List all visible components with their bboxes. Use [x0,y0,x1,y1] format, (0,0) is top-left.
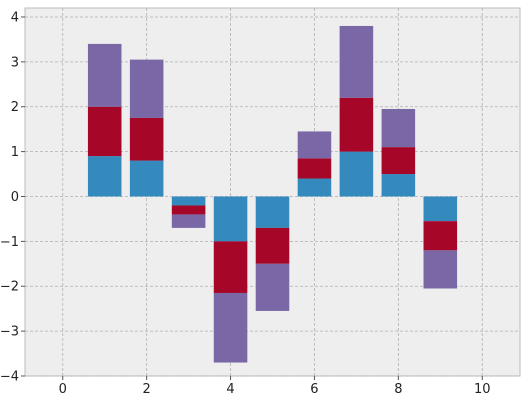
bar-segment-1-x5 [255,196,290,228]
bar-segment-2-x8 [381,147,416,175]
y-tick-label: 3 [11,55,19,70]
bar-segment-1-x7 [339,151,374,197]
bar-segment-2-x3 [171,205,206,215]
bar-segment-3-x8 [381,108,416,148]
bar-segment-2-x1 [87,106,122,157]
y-tick-label: 0 [11,190,19,205]
x-tick-label: 4 [226,382,234,397]
bar-segment-1-x1 [87,156,122,197]
y-tick-label: −4 [0,370,19,385]
x-axis: 0 2 4 6 8 10 [59,376,491,397]
bar-segment-3-x7 [339,25,374,98]
x-tick-label: 0 [59,382,67,397]
bar-segment-2-x4 [213,241,248,293]
bars [87,25,458,363]
x-tick-label: 6 [310,382,318,397]
bar-segment-3-x5 [255,263,290,311]
bar-segment-2-x7 [339,97,374,152]
bar-segment-3-x9 [423,250,458,289]
bar-segment-1-x8 [381,174,416,197]
y-tick-label: 1 [11,145,19,160]
bar-segment-2-x2 [129,117,164,161]
y-tick-label: 2 [11,100,19,115]
bar-segment-1-x2 [129,160,164,197]
bar-segment-1-x6 [297,178,332,197]
x-tick-label: 10 [474,382,491,397]
bar-segment-1-x9 [423,196,458,222]
y-axis: −4 −3 −2 −1 0 1 2 3 4 [0,10,25,385]
bar-segment-1-x4 [213,196,248,242]
y-tick-label: −1 [0,235,19,250]
y-tick-label: 4 [11,10,19,25]
x-tick-label: 2 [143,382,151,397]
bar-segment-3-x3 [171,214,206,228]
y-tick-label: −3 [0,325,19,340]
bar-segment-2-x5 [255,227,290,264]
x-tick-label: 8 [394,382,402,397]
y-tick-label: −2 [0,280,19,295]
bar-segment-1-x3 [171,196,206,206]
bar-segment-3-x4 [213,292,248,363]
bar-segment-3-x6 [297,131,332,159]
bar-segment-3-x1 [87,43,122,107]
bar-segment-2-x6 [297,158,332,179]
bar-segment-2-x9 [423,221,458,251]
bar-segment-3-x2 [129,59,164,118]
